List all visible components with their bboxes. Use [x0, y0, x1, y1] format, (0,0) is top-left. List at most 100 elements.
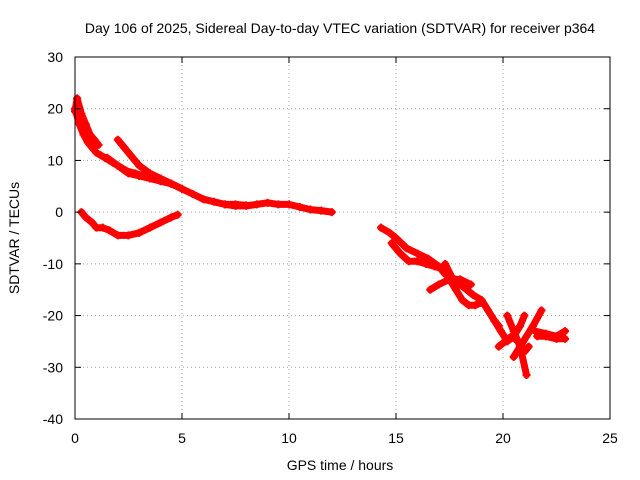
- data-point: [145, 223, 154, 232]
- data-point: [430, 262, 439, 271]
- y-tick-label: -30: [43, 359, 63, 375]
- data-point: [113, 231, 122, 240]
- data-point: [317, 206, 326, 215]
- data-point: [90, 135, 99, 144]
- series-track-2: [71, 94, 103, 149]
- data-point: [456, 275, 465, 284]
- data-point: [490, 316, 499, 325]
- data-point: [135, 161, 144, 170]
- data-point: [77, 109, 86, 118]
- y-tick-label: 10: [47, 152, 63, 168]
- data-point: [156, 177, 165, 186]
- x-tick-label: 0: [71, 430, 79, 446]
- data-point: [167, 213, 176, 222]
- data-point: [509, 352, 518, 361]
- data-point: [126, 151, 135, 160]
- y-tick-label: -10: [43, 256, 63, 272]
- data-point: [387, 239, 396, 248]
- series-track-8: [387, 239, 448, 274]
- data-point: [124, 231, 133, 240]
- data-point: [466, 280, 475, 289]
- data-point: [426, 285, 435, 294]
- series-track-15: [509, 306, 546, 361]
- data-point: [469, 290, 478, 299]
- data-point: [520, 311, 529, 320]
- y-tick-label: -20: [43, 308, 63, 324]
- x-tick-labels: 0 5 10 15 20 25: [71, 430, 618, 446]
- data-point: [81, 213, 90, 222]
- data-point: [220, 200, 229, 209]
- data-point: [210, 197, 219, 206]
- data-point: [274, 200, 283, 209]
- data-point: [434, 280, 443, 289]
- data-point: [377, 223, 386, 232]
- data-point: [496, 327, 505, 336]
- series-track-4: [103, 153, 176, 188]
- data-series: [71, 94, 570, 380]
- data-point: [392, 234, 400, 242]
- data-point: [477, 298, 486, 307]
- data-point: [252, 200, 261, 209]
- data-point: [88, 218, 97, 227]
- x-tick-label: 5: [178, 430, 186, 446]
- data-point: [385, 228, 394, 237]
- chart-title: Day 106 of 2025, Sidereal Day-to-day VTE…: [85, 20, 595, 36]
- y-tick-labels: -40 -30 -20 -10 0 10 20 30: [43, 49, 63, 427]
- y-tick-label: -40: [43, 411, 63, 427]
- data-point: [404, 257, 413, 266]
- data-point: [199, 195, 208, 204]
- data-point: [88, 143, 97, 152]
- x-tick-label: 15: [388, 430, 404, 446]
- data-point: [92, 148, 101, 157]
- data-point: [413, 249, 422, 258]
- data-point: [501, 337, 510, 346]
- series-track-5: [220, 198, 336, 217]
- data-point: [516, 321, 525, 330]
- data-point: [295, 202, 304, 211]
- data-point: [85, 130, 94, 139]
- axis-ticks: [74, 56, 611, 420]
- data-point: [458, 296, 467, 305]
- y-tick-label: 20: [47, 101, 63, 117]
- y-tick-label: 30: [47, 49, 63, 65]
- plot-frame: [74, 56, 611, 420]
- data-point: [145, 174, 154, 183]
- data-point: [509, 327, 518, 336]
- data-point: [561, 327, 570, 336]
- data-point: [524, 342, 533, 351]
- data-point: [327, 208, 336, 217]
- data-point: [516, 342, 525, 351]
- data-point: [402, 244, 411, 253]
- data-point: [445, 275, 454, 284]
- data-point: [96, 151, 105, 160]
- data-point: [188, 190, 197, 199]
- data-point: [451, 285, 460, 294]
- data-point: [484, 306, 493, 315]
- data-point: [561, 334, 570, 343]
- x-axis-title: GPS time / hours: [287, 457, 394, 473]
- x-tick-label: 20: [495, 430, 511, 446]
- series-track-11: [426, 275, 475, 294]
- data-point: [94, 140, 103, 149]
- data-point: [471, 301, 480, 310]
- data-point: [537, 306, 546, 315]
- data-point: [503, 311, 512, 320]
- data-point: [231, 201, 240, 210]
- y-tick-label: 0: [55, 204, 63, 220]
- data-point: [522, 371, 531, 380]
- data-point: [103, 153, 112, 162]
- data-point: [135, 228, 144, 237]
- data-point: [494, 342, 503, 351]
- data-point: [533, 332, 542, 341]
- data-point: [306, 205, 315, 214]
- data-point: [124, 169, 133, 178]
- data-point: [413, 257, 422, 266]
- data-point: [120, 143, 129, 152]
- series-track-17: [533, 332, 570, 343]
- data-point: [113, 135, 122, 144]
- data-point: [396, 249, 405, 258]
- data-point: [81, 120, 90, 129]
- data-point: [285, 200, 293, 209]
- data-point: [173, 210, 182, 219]
